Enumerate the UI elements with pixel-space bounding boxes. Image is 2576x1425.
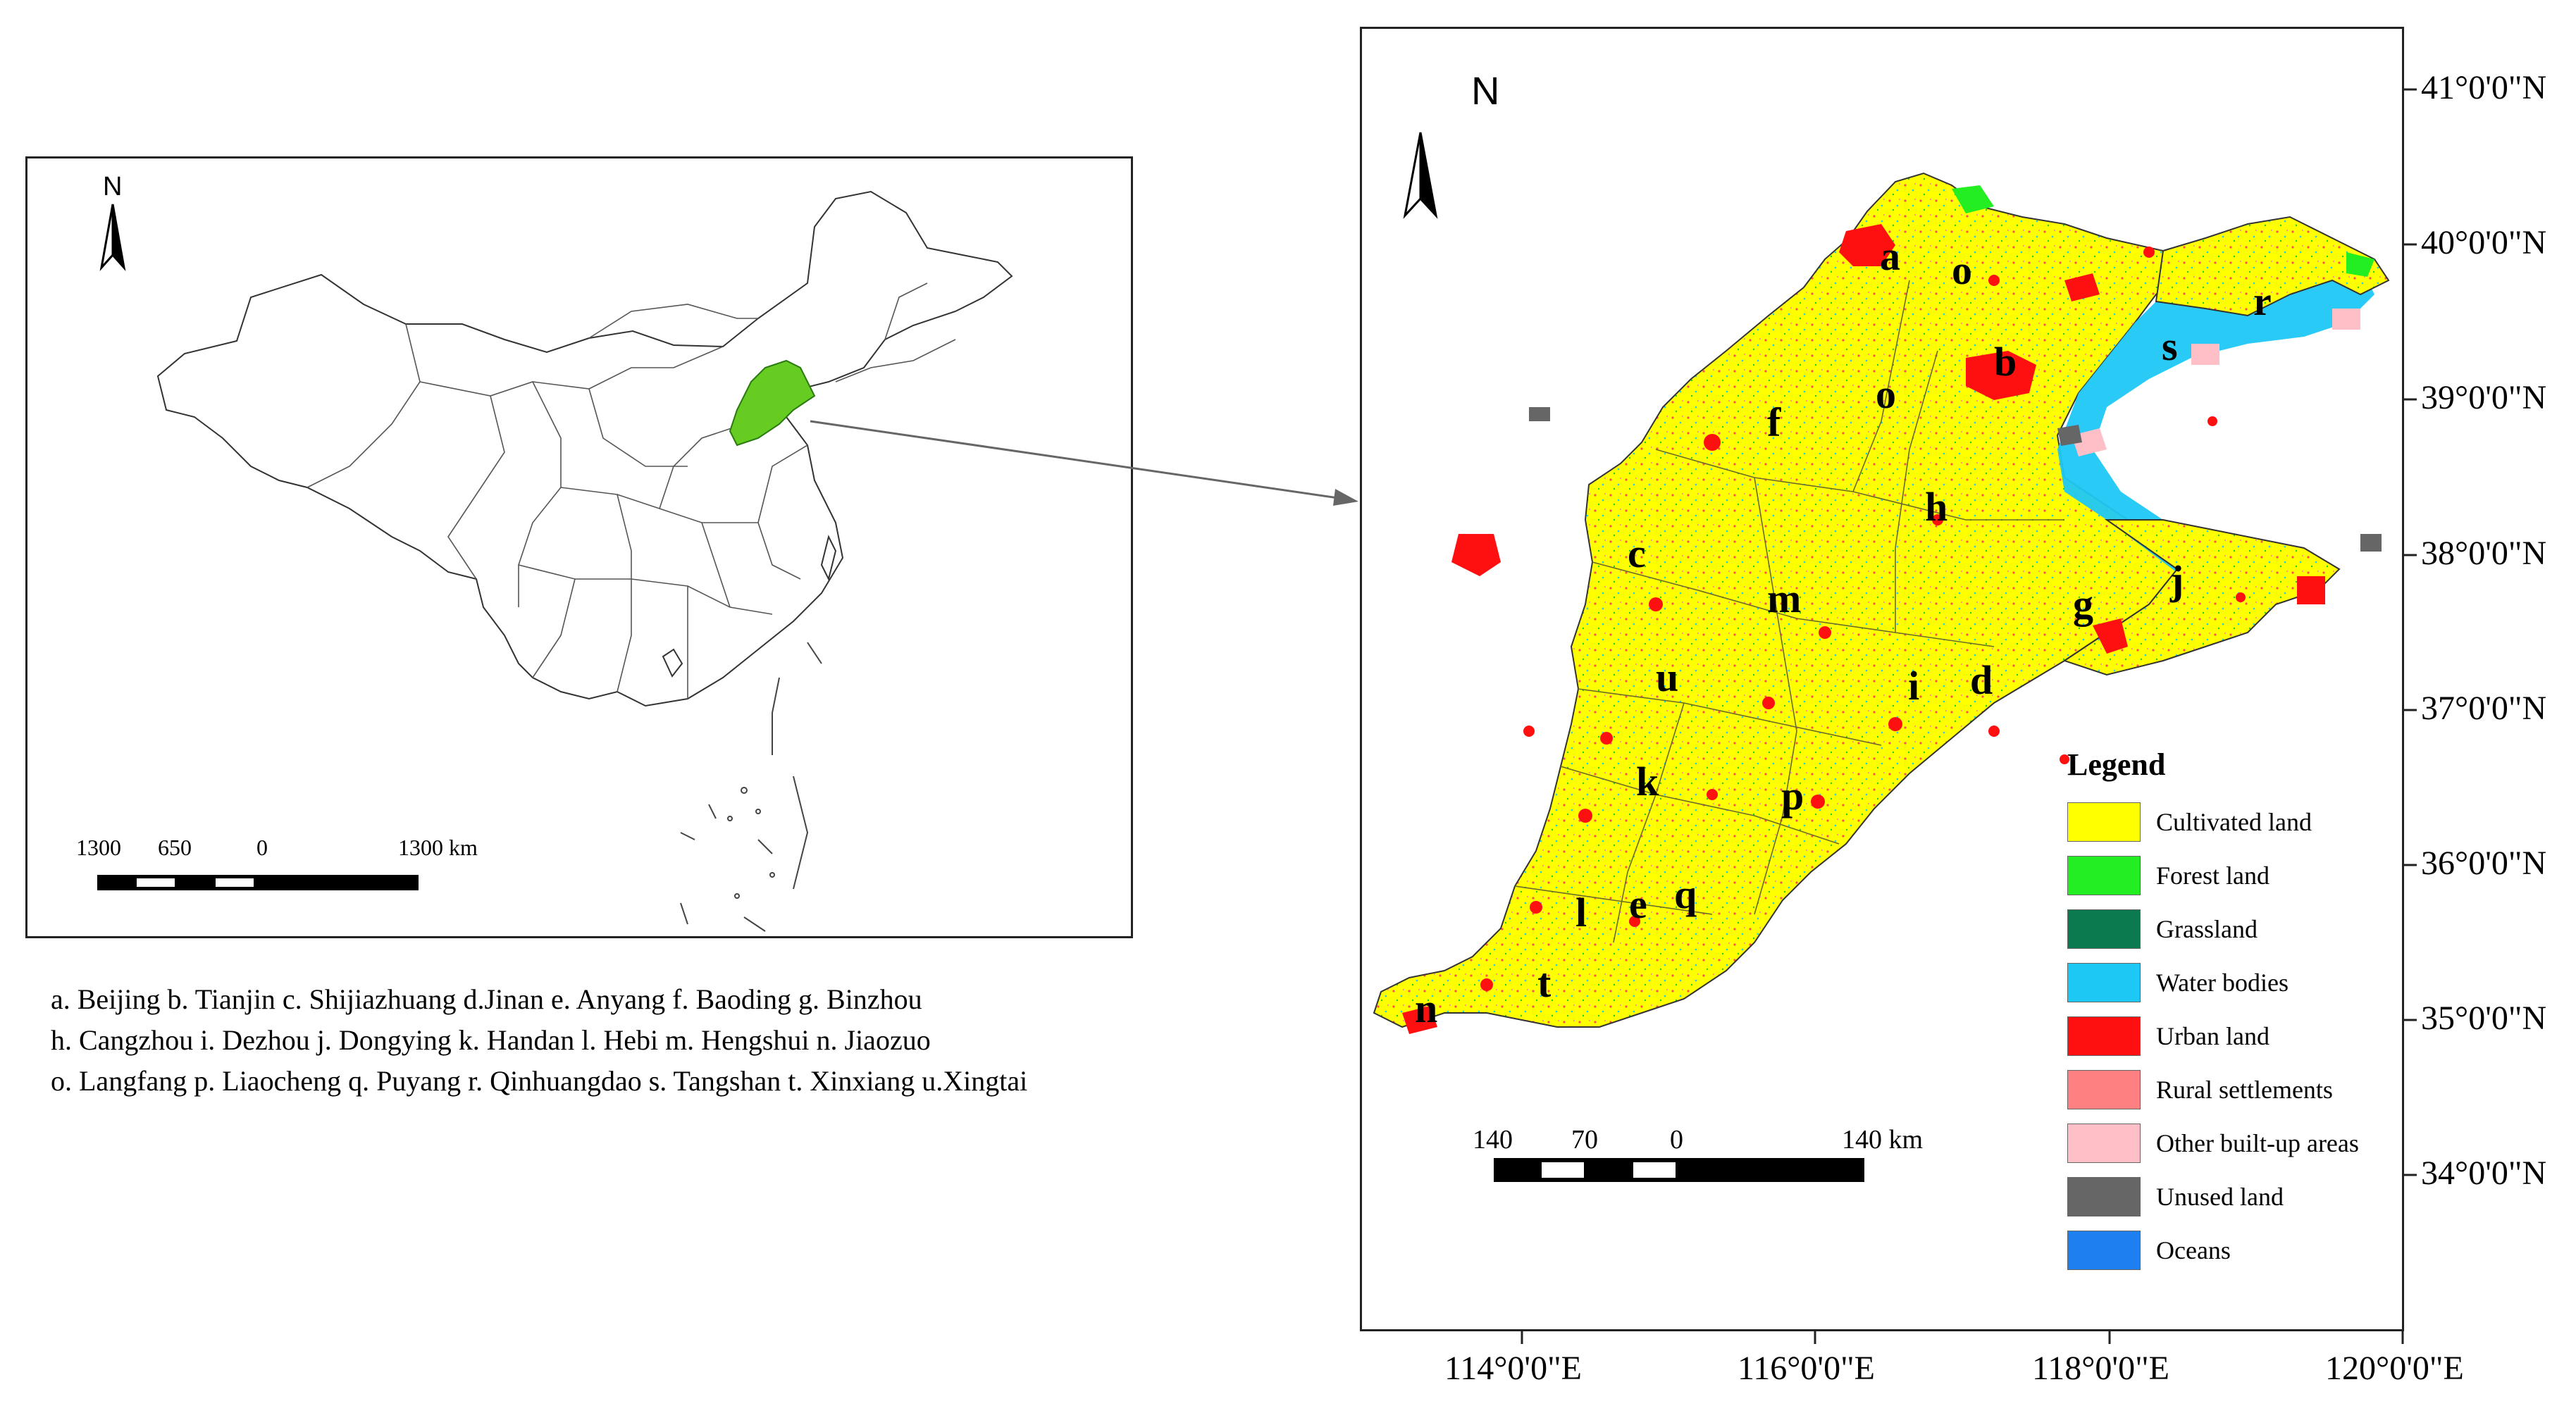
county-boundaries [1514,280,2064,943]
main-scale-bar [1494,1158,1864,1182]
city-label-u: u [1656,654,1679,700]
city-label-t: t [1537,960,1552,1006]
legend-label: Cultivated land [2156,808,2312,836]
city-label-g: g [2073,581,2093,627]
lat-label-39: 39°0'0"N [2421,379,2547,416]
lat-label-35: 35°0'0"N [2421,1000,2547,1037]
city-label-d: d [1970,657,1993,703]
city-label-f: f [1767,399,1781,445]
forest-land-patches [1952,185,2374,277]
legend-swatch [2067,1016,2141,1056]
legend-item-forest-land: Forest land [2067,856,2359,895]
city-label-b: b [1994,339,2017,385]
study-area-highlight [729,359,816,447]
caption-line-1: a. Beijing b. Tianjin c. Shijiazhuang d.… [51,983,922,1015]
coastal-water-bodies [2057,266,2374,590]
legend-label: Water bodies [2156,969,2289,997]
lon-label-114: 114°0'0"E [1444,1350,1582,1387]
legend-label: Unused land [2156,1183,2284,1211]
legend-item-cultivated-land: Cultivated land [2067,802,2359,842]
legend-label: Grassland [2156,915,2258,943]
city-label-c: c [1628,530,1646,576]
legend-title: Legend [2067,747,2166,782]
lat-label-34: 34°0'0"N [2421,1155,2547,1192]
city-label-h: h [1925,484,1948,530]
city-label-m: m [1767,575,1802,621]
lat-label-40: 40°0'0"N [2421,224,2547,261]
inset-scale-tick-0: 0 [256,835,268,860]
legend-label: Urban land [2156,1022,2270,1050]
legend-swatch [2067,963,2141,1002]
lat-label-36: 36°0'0"N [2421,845,2547,882]
legend-label: Rural settlements [2156,1076,2333,1104]
legend-swatch [2067,1231,2141,1270]
city-label-r: r [2253,278,2272,324]
main-scale-tick-140: 140 [1473,1125,1513,1155]
legend-swatch [2067,802,2141,842]
main-north-label: N [1471,68,1500,113]
legend-label: Oceans [2156,1236,2231,1264]
city-label-n: n [1415,985,1438,1031]
city-label-e: e [1629,881,1647,927]
inset-scale-tick-650: 650 [158,835,192,860]
legend-item-unused-land: Unused land [2067,1177,2359,1216]
main-scale-tick-140km: 140 km [1842,1125,1924,1155]
legend-label: Forest land [2156,861,2270,890]
legend-item-rural-settlements: Rural settlements [2067,1070,2359,1109]
urban-land-patches [1402,224,2325,1034]
legend-item-urban-land: Urban land [2067,1016,2359,1056]
city-label-p: p [1781,773,1804,819]
legend-item-other-built-up: Other built-up areas [2067,1124,2359,1163]
inset-scale-tick-1300km: 1300 km [398,835,478,860]
south-china-sea-islands [680,642,822,932]
lat-label-37: 37°0'0"N [2421,690,2547,727]
unused-land-patches [1529,407,2382,552]
inset-scale-bar [97,875,419,890]
legend-swatch [2067,1070,2141,1109]
study-region-map [1373,132,2390,1182]
city-label-a: a [1880,233,1900,279]
legend: Legend Cultivated land Forest land Grass… [2067,747,2359,1284]
city-label-q: q [1674,871,1697,917]
city-caption: a. Beijing b. Tianjin c. Shijiazhuang d.… [51,979,1027,1102]
lat-label-41: 41°0'0"N [2421,69,2547,106]
legend-item-water-bodies: Water bodies [2067,963,2359,1002]
main-scale-tick-0: 0 [1670,1125,1683,1155]
legend-swatch [2067,1124,2141,1163]
main-north-arrow-icon [1403,132,1438,219]
city-label-l: l [1575,890,1587,935]
city-label-k: k [1636,759,1659,804]
lon-label-116: 116°0'0"E [1738,1350,1875,1387]
legend-swatch [2067,909,2141,949]
city-label-o-north: o [1952,247,1972,293]
city-label-o: o [1876,371,1896,417]
city-label-i: i [1908,663,1920,709]
inset-scale-tick-1300: 1300 [76,835,121,860]
city-label-s: s [2162,323,2178,369]
inset-north-label: N [103,172,123,201]
caption-line-3: o. Langfang p. Liaocheng q. Puyang r. Qi… [51,1065,1028,1097]
lon-label-118: 118°0'0"E [2032,1350,2169,1387]
city-label-j: j [2170,557,2184,603]
legend-swatch [2067,856,2141,895]
inset-north-arrow-icon [99,204,126,271]
legend-item-grassland: Grassland [2067,909,2359,949]
legend-label: Other built-up areas [2156,1129,2359,1157]
main-scale-tick-70: 70 [1571,1125,1598,1155]
china-outline-map [97,190,1013,932]
caption-line-2: h. Cangzhou i. Dezhou j. Dongying k. Han… [51,1024,931,1056]
northeast-extension [2155,216,2390,317]
eastern-peninsula [2062,519,2341,676]
lon-label-120: 120°0'0"E [2325,1350,2464,1387]
lat-label-38: 38°0'0"N [2421,535,2547,572]
legend-swatch [2067,1177,2141,1216]
legend-item-oceans: Oceans [2067,1231,2359,1270]
